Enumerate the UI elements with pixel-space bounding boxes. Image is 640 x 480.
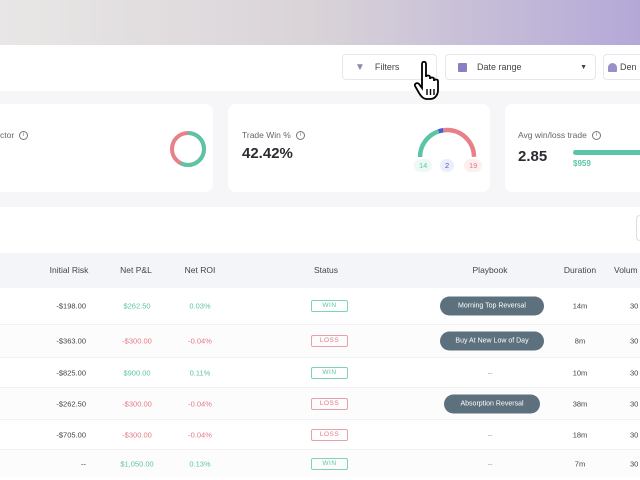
gauge-win-segment	[417, 127, 477, 158]
playbook-empty: --	[487, 430, 493, 439]
playbook-tag[interactable]: Absorption Reversal	[444, 394, 540, 413]
header-net-roi[interactable]: Net ROI	[184, 265, 216, 275]
table-row[interactable]: -$262.50 -$300.00 -0.04% LOSS Absorption…	[0, 387, 640, 419]
win-gauge	[417, 127, 477, 158]
gauge-breakeven-segment	[417, 127, 477, 158]
trade-win-value: 42.42%	[242, 145, 293, 162]
initial-risk-cell: -$262.50	[56, 399, 86, 408]
chevron-down-icon: ▼	[580, 63, 587, 71]
header-initial-risk[interactable]: Initial Risk	[49, 265, 89, 275]
initial-risk-cell: -$705.00	[56, 430, 86, 439]
info-icon[interactable]: i	[19, 130, 29, 140]
net-roi-cell: 0.13%	[189, 459, 211, 468]
header-volume[interactable]: Volum	[614, 265, 638, 275]
playbook-empty: --	[487, 368, 493, 377]
table-row[interactable]: -$825.00 $900.00 0.11% WIN -- 10m 30	[0, 357, 640, 387]
top-banner	[0, 0, 640, 45]
table-row[interactable]: -$198.00 $262.50 0.03% WIN Morning Top R…	[0, 288, 640, 324]
account-select[interactable]: Den	[603, 54, 640, 80]
duration-cell: 18m	[572, 430, 588, 439]
net-pnl-cell: -$300.00	[122, 430, 152, 439]
table-header: Initial Risk Net P&L Net ROI Status Play…	[0, 253, 640, 288]
table-row[interactable]: -- $1,050.00 0.13% WIN -- 7m 30	[0, 449, 640, 477]
win-count: 14	[414, 159, 433, 172]
initial-risk-cell: -$198.00	[56, 301, 86, 311]
net-roi-cell: -0.04%	[188, 336, 212, 346]
table-settings-button[interactable]	[636, 215, 640, 241]
table-row[interactable]: -$363.00 -$300.00 -0.04% LOSS Buy At New…	[0, 324, 640, 357]
status-badge: WIN	[311, 457, 348, 470]
status-badge: LOSS	[311, 428, 348, 441]
net-roi-cell: -0.04%	[188, 430, 212, 439]
profit-factor-card: ctor i	[0, 104, 213, 192]
calendar-icon	[458, 62, 467, 72]
net-roi-cell: 0.03%	[189, 301, 211, 311]
volume-cell: 30	[630, 459, 639, 468]
card-label: Trade Win %	[242, 130, 291, 140]
profit-factor-ring	[170, 131, 206, 167]
status-badge: LOSS	[311, 397, 348, 410]
volume-cell: 30	[630, 336, 639, 346]
initial-risk-cell: -$363.00	[56, 336, 86, 346]
toolbar: ▼ Filters Date range ▼ Den	[0, 45, 640, 91]
net-pnl-cell: $900.00	[123, 368, 151, 377]
net-pnl-cell: -$300.00	[122, 336, 152, 346]
net-roi-cell: 0.11%	[189, 368, 211, 377]
stats-section: ctor i Trade Win % i 42.42% 14 2 19 Avg wi…	[0, 91, 640, 207]
info-icon[interactable]: i	[591, 130, 601, 140]
avg-win-bar	[573, 150, 640, 155]
avg-win-amount: $959	[573, 159, 591, 168]
volume-cell: 30	[630, 430, 639, 439]
info-icon[interactable]: i	[295, 130, 305, 140]
card-label: ctor	[0, 130, 15, 140]
status-badge: WIN	[311, 300, 348, 312]
breakeven-count: 2	[440, 159, 455, 172]
hand-cursor-icon	[414, 60, 439, 100]
loss-count: 19	[464, 159, 483, 172]
status-badge: LOSS	[311, 335, 348, 347]
header-net-pnl[interactable]: Net P&L	[120, 265, 152, 275]
avg-win-loss-value: 2.85	[518, 148, 548, 165]
duration-cell: 38m	[572, 399, 588, 408]
header-duration[interactable]: Duration	[563, 265, 597, 275]
net-pnl-cell: -$300.00	[122, 399, 152, 408]
date-range-select[interactable]: Date range ▼	[445, 54, 596, 80]
header-playbook[interactable]: Playbook	[472, 265, 508, 275]
initial-risk-cell: -$825.00	[56, 368, 86, 377]
volume-cell: 30	[630, 399, 639, 408]
volume-cell: 30	[630, 301, 639, 311]
volume-cell: 30	[630, 368, 639, 377]
playbook-tag[interactable]: Morning Top Reversal	[440, 296, 544, 316]
net-pnl-cell: $262.50	[123, 301, 151, 311]
card-label: Avg win/loss trade	[518, 130, 587, 140]
table-row[interactable]: -$705.00 -$300.00 -0.04% LOSS -- 18m 30	[0, 419, 640, 449]
duration-cell: 8m	[574, 336, 586, 346]
playbook-empty: --	[487, 459, 493, 468]
playbook-tag[interactable]: Buy At New Low of Day	[440, 331, 544, 351]
net-roi-cell: -0.04%	[188, 399, 212, 408]
duration-cell: 10m	[572, 368, 588, 377]
duration-cell: 14m	[572, 301, 588, 311]
ring-win-segment	[170, 131, 206, 167]
initial-risk-cell: --	[81, 459, 86, 468]
status-badge: WIN	[311, 366, 348, 379]
net-pnl-cell: $1,050.00	[120, 459, 154, 468]
trade-win-card: Trade Win % i 42.42% 14 2 19	[228, 104, 490, 192]
duration-cell: 7m	[574, 459, 586, 468]
header-status[interactable]: Status	[313, 265, 339, 275]
filter-icon: ▼	[355, 61, 365, 73]
account-icon	[608, 62, 617, 72]
gauge-loss-segment	[417, 127, 477, 158]
avg-win-loss-card: Avg win/loss trade i 2.85 $959	[505, 104, 640, 192]
